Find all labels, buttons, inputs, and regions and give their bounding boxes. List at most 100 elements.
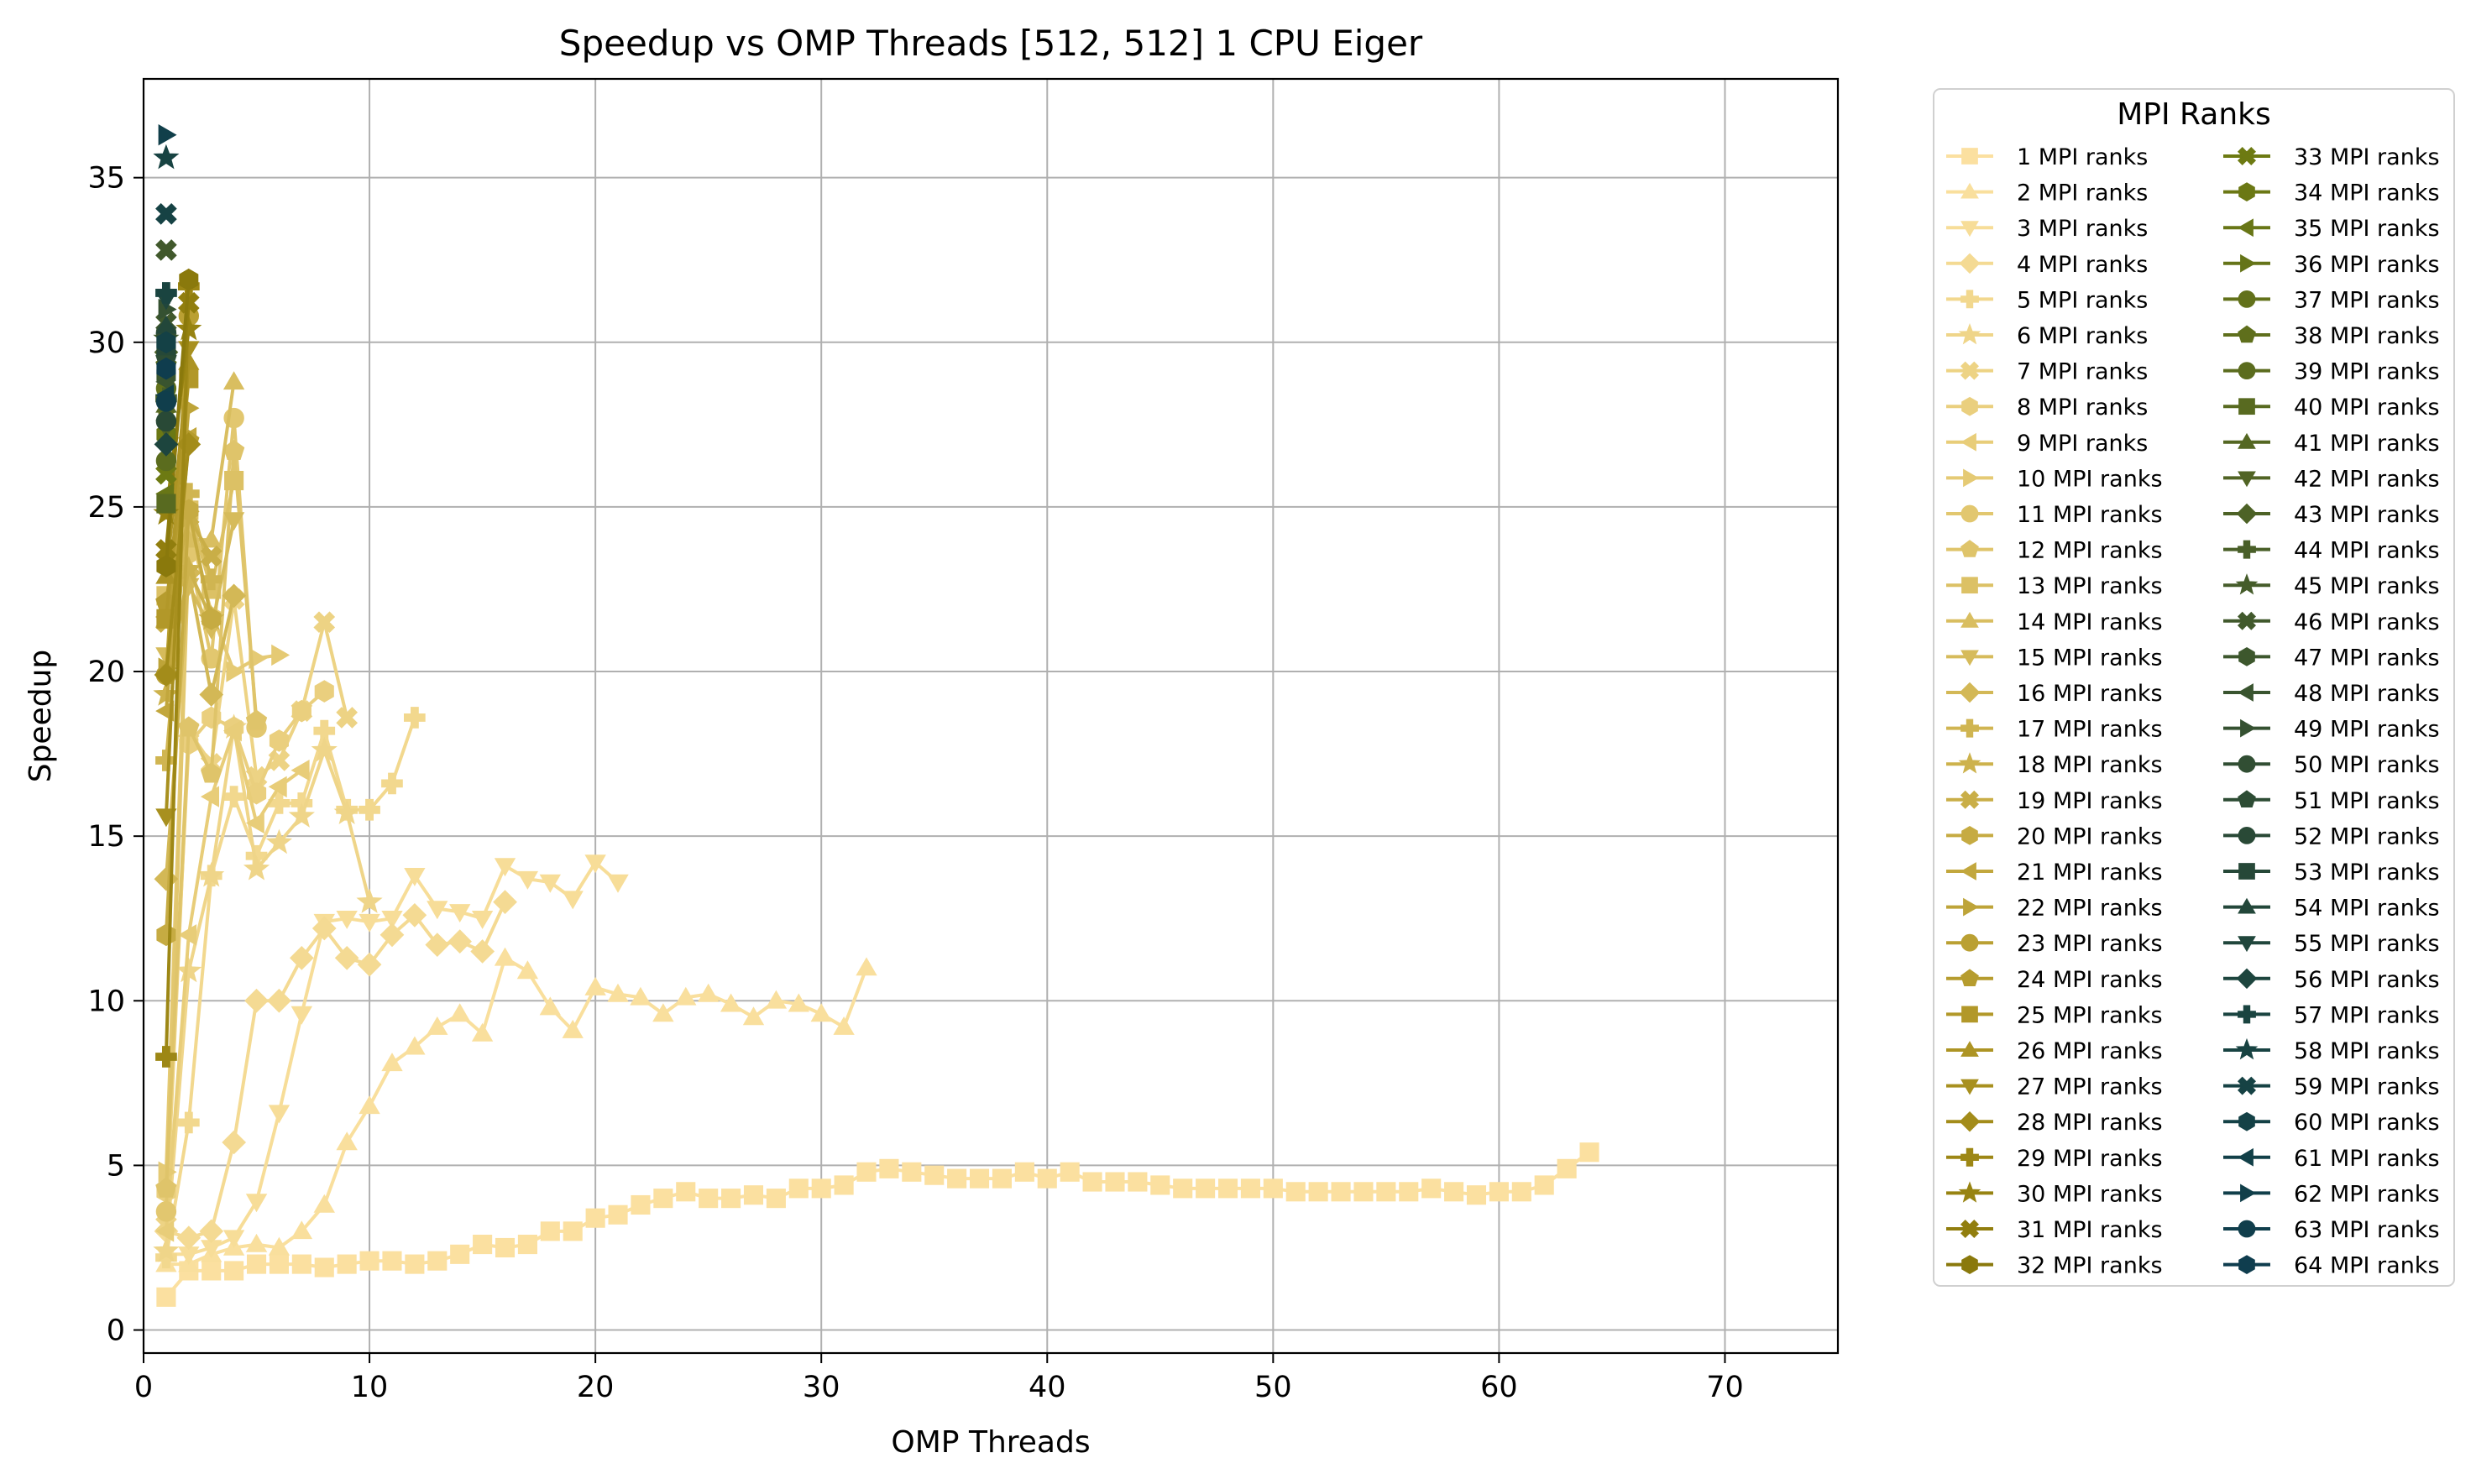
legend-entry: 15 MPI ranks [1946,645,2163,671]
data-point [404,868,426,886]
legend-label: 12 MPI ranks [2017,538,2163,564]
legend-entry: 19 MPI ranks [1946,788,2163,814]
data-point [245,1233,268,1252]
legend-label: 60 MPI ranks [2294,1110,2440,1136]
legend-marker [2236,503,2258,525]
data-point [1579,1142,1599,1163]
legend-marker [1960,221,1979,238]
data-point [359,1095,380,1115]
legend-marker [1960,611,1979,628]
data-point [158,124,177,146]
data-point [155,1201,177,1222]
legend-marker [2240,718,2256,738]
series-63 [155,391,177,412]
data-point [1534,1175,1554,1195]
data-point [902,1162,922,1182]
legend-label: 19 MPI ranks [2017,788,2163,814]
legend-entry: 18 MPI ranks [1946,752,2163,778]
legend-label: 39 MPI ranks [2294,359,2440,385]
legend-marker [1960,1147,1979,1167]
data-point [313,1194,335,1213]
legend-entry: 10 MPI ranks [1946,466,2163,492]
data-point [473,1235,493,1255]
data-point [585,1208,605,1228]
series-line [164,286,191,1058]
legend-entry: 17 MPI ranks [1946,717,2163,743]
plot-area [144,79,1838,1353]
legend-entry: 35 MPI ranks [2223,216,2440,242]
data-point [291,1006,313,1025]
legend-label: 1 MPI ranks [2017,144,2148,170]
legend-entry: 45 MPI ranks [2223,573,2440,599]
data-point [720,993,742,1012]
legend-entry: 23 MPI ranks [1946,931,2163,957]
legend-marker [2238,325,2256,343]
x-tick-label: 60 [1480,1371,1518,1404]
data-point [856,1162,877,1182]
legend-entry: 59 MPI ranks [2223,1074,2440,1100]
legend-entry: 60 MPI ranks [2223,1110,2440,1136]
data-point [1421,1178,1442,1199]
data-point [427,1251,448,1271]
legend-label: 11 MPI ranks [2017,502,2163,528]
data-point [631,1194,651,1215]
data-point [336,1131,358,1151]
legend-label: 38 MPI ranks [2294,323,2440,349]
legend-marker [2238,936,2256,953]
legend-entry: 61 MPI ranks [2223,1146,2440,1172]
data-point [405,1254,425,1274]
data-point [245,812,264,834]
legend-entry: 1 MPI ranks [1946,144,2148,170]
data-point [856,957,877,976]
legend-entry: 64 MPI ranks [2223,1253,2440,1279]
data-point [516,870,539,890]
legend-entry: 4 MPI ranks [1946,252,2148,278]
data-point [267,988,291,1013]
data-point [765,990,788,1009]
data-point [992,1168,1013,1189]
legend-marker [1960,1079,1979,1095]
legend-label: 2 MPI ranks [2017,180,2148,206]
data-point [1331,1182,1351,1202]
data-point [153,1237,180,1262]
data-point [766,1189,786,1209]
data-point [404,1036,426,1055]
data-point [788,1178,809,1199]
legend-entry: 26 MPI ranks [1946,1038,2163,1064]
legend-entry: 36 MPI ranks [2223,252,2440,278]
data-point [265,828,293,854]
data-point [155,1220,175,1242]
legend-items: 1 MPI ranks 2 MPI ranks 3 MPI ranks 4 MPI r… [1946,144,2440,1279]
series-line [164,444,191,676]
data-point [1037,1168,1057,1189]
data-point [427,1016,448,1035]
legend-entry: 49 MPI ranks [2223,717,2440,743]
data-point [608,1204,628,1225]
legend-label: 17 MPI ranks [2017,717,2163,743]
legend-entry: 38 MPI ranks [2223,323,2440,349]
legend-marker [2236,968,2258,990]
data-point [314,680,334,703]
data-point [495,1237,516,1258]
data-point [268,1105,291,1124]
data-point [811,1178,831,1199]
series-60 [156,331,176,354]
data-point [357,952,382,977]
legend-label: 14 MPI ranks [2017,609,2163,635]
data-point [155,282,177,304]
legend-label: 59 MPI ranks [2294,1074,2440,1100]
data-point [155,808,177,828]
legend-entry: 58 MPI ranks [2223,1037,2440,1064]
legend-marker [2238,218,2254,238]
legend-marker [1961,1006,1978,1023]
legend-marker [2238,647,2255,666]
legend-entry: 22 MPI ranks [1946,896,2163,922]
legend-marker [1959,682,1981,703]
data-point [156,357,176,380]
data-point [947,1168,967,1189]
data-point [1511,1182,1531,1202]
data-point [175,315,202,341]
legend-label: 47 MPI ranks [2294,645,2440,671]
data-point [563,1221,583,1241]
